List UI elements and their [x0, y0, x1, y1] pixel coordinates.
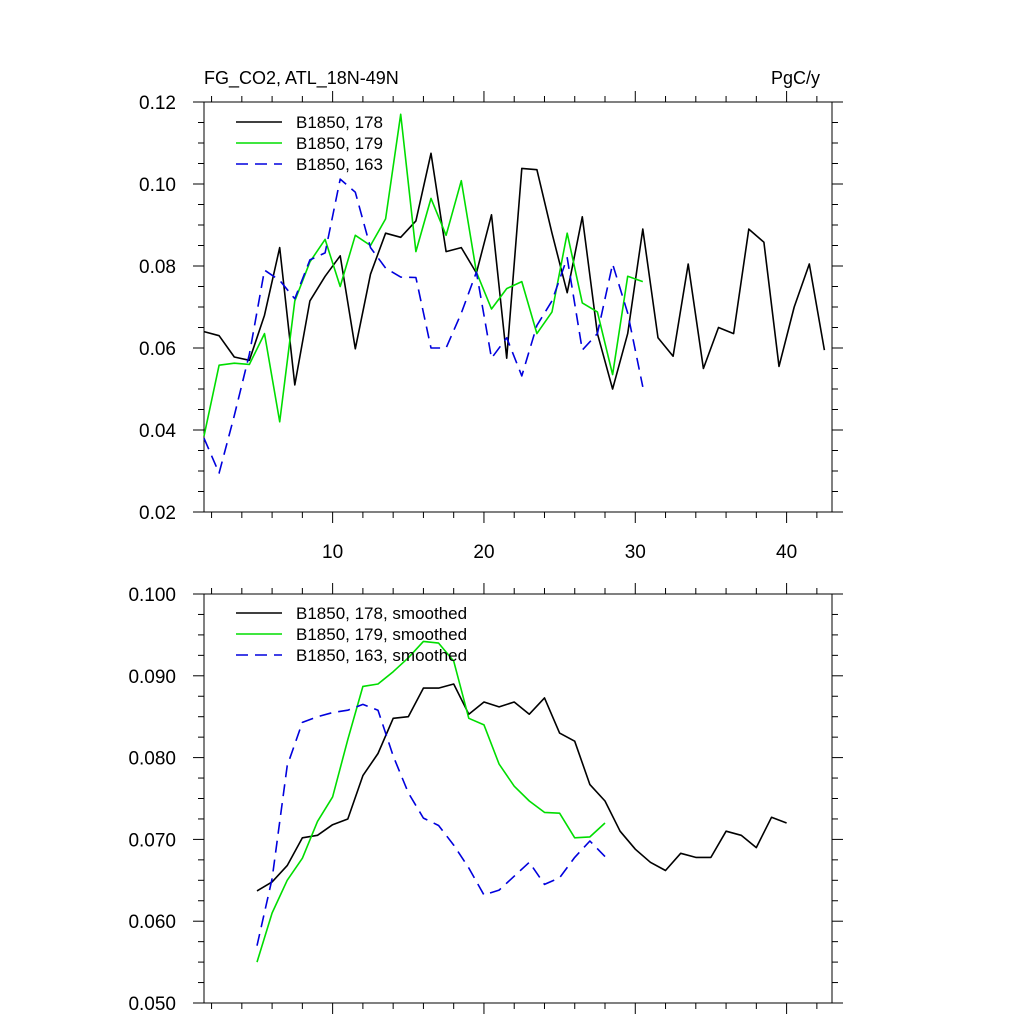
chart-top-ytick-label: 0.04	[139, 421, 176, 442]
chart-bottom-legend-label: B1850, 163, smoothed	[296, 646, 467, 665]
chart-top-ytick-label: 0.10	[139, 175, 176, 196]
chart-top-ytick-label: 0.06	[139, 339, 176, 360]
chart-top-ytick-label: 0.08	[139, 257, 176, 278]
chart-bottom-ytick-label: 0.060	[128, 912, 176, 933]
chart-top-xtick-label: 20	[473, 542, 494, 563]
chart-top-title: FG_CO2, ATL_18N-49N	[204, 68, 399, 89]
chart-bottom-ytick-label: 0.070	[128, 830, 176, 851]
chart-bottom-ytick-label: 0.050	[128, 994, 176, 1015]
chart-bottom-ytick-label: 0.100	[128, 585, 176, 606]
chart-top-series-2-line	[203, 113, 644, 437]
chart-top-ytick-label: 0.12	[139, 93, 176, 114]
chart-top-legend-label: B1850, 179	[296, 134, 383, 153]
chart-top-units: PgC/y	[771, 68, 820, 88]
chart-bottom-ytick-label: 0.080	[128, 749, 176, 770]
chart-top-legend-label: B1850, 178	[296, 113, 383, 132]
chart-bottom-series-2-line	[256, 640, 606, 963]
chart-bottom-series-3-line	[256, 703, 606, 946]
chart-top-series-3-line	[203, 178, 644, 474]
chart-top-xtick-label: 30	[625, 542, 646, 563]
chart-top-legend-label: B1850, 163	[296, 155, 383, 174]
chart-bottom-legend-label: B1850, 178, smoothed	[296, 604, 467, 623]
chart-top-ytick-label: 0.02	[139, 503, 176, 524]
chart-bottom-legend-label: B1850, 179, smoothed	[296, 625, 467, 644]
chart-top-series-1-line	[203, 152, 826, 390]
chart-top: FG_CO2, ATL_18N-49N PgC/y 0.02 0.04 0.06 0.…	[139, 68, 843, 563]
chart-bottom-series-1-line	[256, 683, 787, 892]
chart-bottom: 0.050 0.060 0.070 0.080 0.090 0.100 B1850, 178…	[128, 583, 843, 1015]
chart-top-xtick-label: 10	[322, 542, 343, 563]
chart-bottom-ytick-label: 0.090	[128, 667, 176, 688]
chart-top-xtick-label: 40	[776, 542, 797, 563]
